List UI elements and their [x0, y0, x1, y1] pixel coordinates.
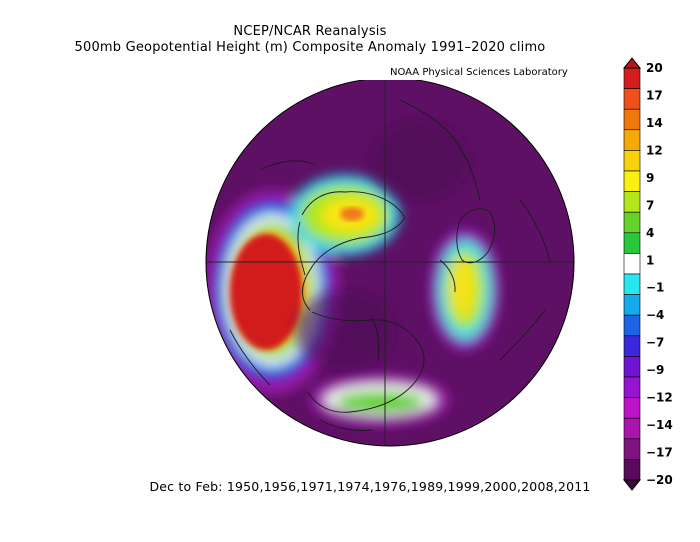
- colorbar-tick-label: −7: [646, 336, 664, 350]
- colorbar-bottom-arrow: [622, 479, 642, 491]
- colorbar-tick-label: 17: [646, 88, 663, 102]
- colorbar-swatch: [623, 253, 641, 275]
- colorbar-swatch: [623, 459, 641, 481]
- colorbar-tick-label: −12: [646, 391, 673, 405]
- colorbar-swatch: [623, 129, 641, 151]
- chart-title: NCEP/NCAR Reanalysis: [233, 24, 387, 39]
- credit-label: NOAA Physical Sciences Laboratory: [360, 65, 572, 80]
- caption: Dec to Feb: 1950,1956,1971,1974,1976,198…: [149, 479, 591, 494]
- colorbar-swatch: [623, 67, 641, 89]
- colorbar-swatch: [623, 438, 641, 460]
- coastlines: [229, 99, 551, 431]
- colorbar-tick-label: −1: [646, 281, 664, 295]
- colorbar-swatch: [623, 376, 641, 398]
- colorbar-swatch: [623, 356, 641, 378]
- colorbar-swatch: [623, 211, 641, 234]
- colorbar-tick-label: −4: [646, 308, 664, 322]
- colorbar-swatch: [623, 191, 641, 213]
- colorbar-tick-label: −17: [646, 446, 673, 460]
- colorbar-swatch: [623, 417, 641, 440]
- colorbar-tick-label: 7: [646, 198, 654, 212]
- colorbar-tick-label: 20: [646, 61, 663, 75]
- colorbar-tick-label: 12: [646, 143, 663, 157]
- colorbar-swatch: [623, 88, 641, 110]
- colorbar-tick-label: −9: [646, 363, 664, 377]
- colorbar-swatch: [623, 170, 641, 192]
- colorbar-swatch: [623, 108, 641, 131]
- colorbar-tick-label: −14: [646, 418, 673, 432]
- positive-anomaly-core: [230, 234, 302, 350]
- colorbar-swatch: [623, 335, 641, 357]
- chart-subtitle: 500mb Geopotential Height (m) Composite …: [74, 40, 546, 55]
- colorbar-swatch: [623, 397, 641, 419]
- colorbar-tick-label: 4: [646, 226, 654, 240]
- colorbar-swatch: [623, 232, 641, 254]
- colorbar-tick-label: −20: [646, 473, 673, 487]
- colorbar-swatch: [623, 150, 641, 172]
- colorbar-tick-label: 1: [646, 253, 654, 267]
- colorbar-swatch: [623, 314, 641, 337]
- colorbar-swatch: [623, 273, 641, 295]
- colorbar-tick-label: 14: [646, 116, 663, 130]
- colorbar-top-arrow: [622, 57, 642, 69]
- colorbar-swatch: [623, 294, 641, 316]
- colorbar-tick-label: 9: [646, 171, 654, 185]
